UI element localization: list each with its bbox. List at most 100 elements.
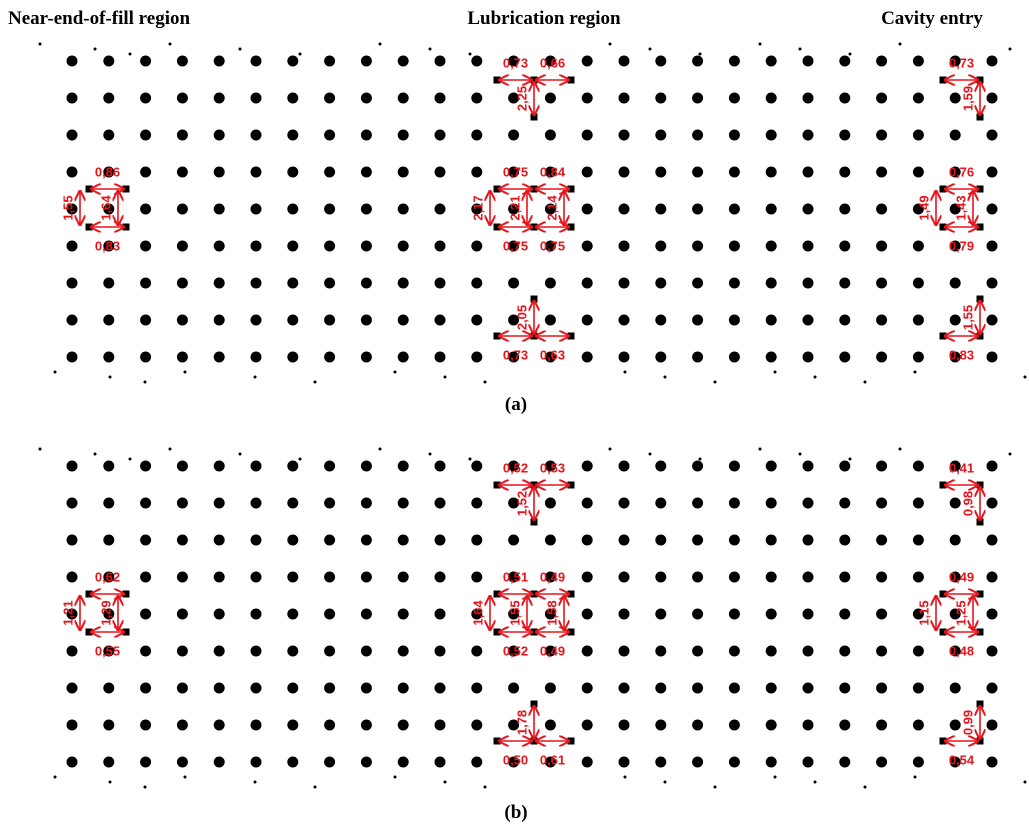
grid-dot [876,55,888,67]
stray-dot [898,447,902,451]
grid-dot [912,719,924,731]
stray-dot [913,370,917,374]
grid-dot [912,645,924,657]
grid-dot [692,92,704,104]
grid-dot [618,314,630,326]
grid-dot [66,571,78,583]
grid-dot [103,240,115,252]
grid-dot [324,351,336,363]
grid-dot [66,55,78,67]
grid-dot [250,719,262,731]
grid-dot [287,571,299,583]
grid-dot [544,351,556,363]
stray-dot [758,42,762,46]
grid-dot [692,608,704,620]
stray-dot [608,447,612,451]
measure-label: 0,75 [503,238,528,253]
grid-dot [324,497,336,509]
grid-dot [581,203,593,215]
grid-dot [544,497,556,509]
grid-dot [287,277,299,289]
measure-label: 0,54 [949,752,975,767]
measure-label: 0,75 [540,238,565,253]
marker-square [530,590,538,598]
grid-dot [397,314,409,326]
grid-dot [508,166,520,178]
grid-dot [876,719,888,731]
grid-dot [434,55,446,67]
stray-dot [648,452,652,456]
grid-dot [986,55,998,67]
marker-square [530,113,538,121]
grid-dot [213,314,225,326]
grid-dot [765,608,777,620]
grid-dot [692,203,704,215]
stray-dot [1008,47,1012,51]
grid-dot [471,351,483,363]
grid-dot [176,240,188,252]
marker-square [976,481,984,489]
marker-square [493,628,501,636]
grid-dot [876,534,888,546]
grid-dot [324,92,336,104]
stray-dot [183,370,187,374]
stray-dot [143,785,147,789]
grid-dot [728,719,740,731]
grid-dot [508,460,520,472]
grid-dot [839,719,851,731]
measure-label: 0,73 [503,347,528,362]
marker-square [976,628,984,636]
grid-dot [655,129,667,141]
grid-dot [434,534,446,546]
grid-dot [692,497,704,509]
marker-square [530,518,538,526]
grid-dot [802,608,814,620]
grid-dot [655,314,667,326]
grid-dot [250,129,262,141]
grid-dot [912,497,924,509]
grid-dot [986,351,998,363]
grid-dot [140,203,152,215]
grid-dot [802,534,814,546]
grid-dot [655,682,667,694]
grid-dot [728,534,740,546]
grid-dot [655,92,667,104]
grid-dot [544,682,556,694]
grid-dot [986,682,998,694]
marker-square [976,518,984,526]
grid-dot [728,351,740,363]
grid-dot [876,571,888,583]
grid-dot [250,203,262,215]
grid-dot [508,756,520,768]
marker-square [976,737,984,745]
grid-dot [618,55,630,67]
marker-square [939,223,947,231]
grid-dot [287,682,299,694]
grid-dot [876,351,888,363]
grid-dot [250,92,262,104]
grid-dot [140,645,152,657]
grid-dot [213,92,225,104]
marker-square [939,332,947,340]
grid-dot [103,55,115,67]
grid-dot [360,534,372,546]
grid-dot [508,571,520,583]
stray-dot [623,775,627,779]
grid-dot [360,55,372,67]
grid-dot [324,571,336,583]
grid-dot [360,608,372,620]
grid-dot [508,497,520,509]
grid-dot [66,351,78,363]
measure-label: 0,52 [503,643,528,658]
grid-dot [471,719,483,731]
measure-label: 2,25 [514,86,529,111]
grid-dot [949,55,961,67]
marker-square [567,737,575,745]
grid-dot [581,534,593,546]
marker-square [939,590,947,598]
grid-dot [802,92,814,104]
grid-dot [949,92,961,104]
stray-dot [798,452,802,456]
grid-dot [508,719,520,731]
grid-dot [140,571,152,583]
